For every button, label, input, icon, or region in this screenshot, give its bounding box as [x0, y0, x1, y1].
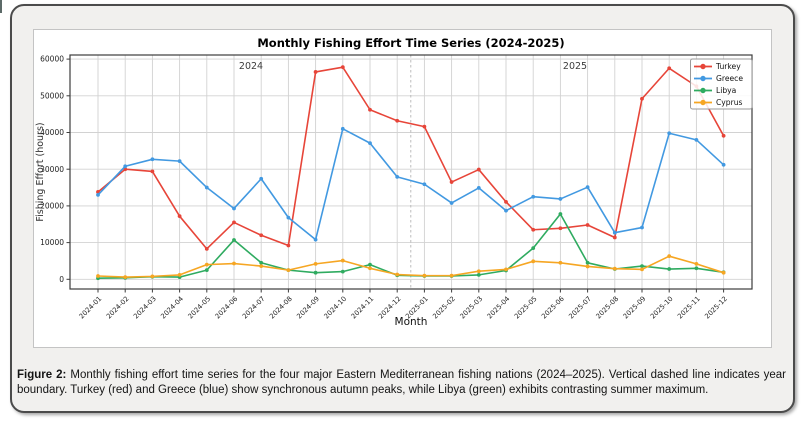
svg-text:2025-09: 2025-09: [622, 295, 648, 321]
svg-text:2025-10: 2025-10: [649, 295, 675, 321]
svg-text:20000: 20000: [40, 202, 64, 211]
svg-text:2025-04: 2025-04: [486, 295, 512, 321]
legend-marker-turkey: [700, 63, 706, 70]
svg-text:50000: 50000: [40, 91, 64, 100]
svg-text:2025-08: 2025-08: [594, 295, 620, 321]
y-axis-label: Fishing Effort (hours): [35, 122, 46, 221]
svg-text:2024-04: 2024-04: [159, 295, 185, 321]
svg-text:2024-07: 2024-07: [241, 295, 267, 321]
fishing-effort-chart: 2024-01 2024-02 2024-03 2024-04 2024-05 2024-…: [35, 36, 753, 328]
x-axis-label: Month: [395, 316, 428, 328]
screen-edge-artifact: [0, 0, 2, 13]
svg-text:60000: 60000: [40, 55, 64, 64]
svg-text:2025-07: 2025-07: [567, 295, 593, 321]
svg-text:2025-03: 2025-03: [458, 295, 484, 321]
svg-text:2025-02: 2025-02: [431, 295, 457, 321]
legend-marker-greece: [700, 75, 706, 82]
legend-item-turkey: Turkey: [694, 62, 741, 71]
svg-text:2024-01: 2024-01: [78, 295, 104, 321]
svg-text:2025-05: 2025-05: [513, 295, 539, 321]
svg-text:2024-02: 2024-02: [105, 295, 131, 321]
figure-caption: Figure 2: Monthly fishing effort time se…: [17, 368, 786, 398]
legend-item-libya: Libya: [694, 86, 736, 95]
annotation-year-2024: 2024: [239, 61, 263, 72]
legend-label-greece: Greece: [716, 74, 743, 83]
svg-text:40000: 40000: [40, 128, 64, 137]
legend-label-turkey: Turkey: [715, 62, 741, 71]
legend-marker-libya: [700, 87, 706, 94]
svg-text:2025-06: 2025-06: [540, 295, 566, 321]
svg-text:2025-11: 2025-11: [676, 295, 702, 321]
legend-marker-cyprus: [700, 99, 706, 106]
svg-text:2024-08: 2024-08: [268, 295, 294, 321]
svg-text:2024-10: 2024-10: [322, 295, 348, 321]
svg-text:10000: 10000: [40, 238, 64, 247]
figure-card: 2024-01 2024-02 2024-03 2024-04 2024-05 2024-…: [10, 4, 795, 413]
figure-caption-text: Monthly fishing effort time series for t…: [17, 368, 787, 396]
figure-caption-label: Figure 2:: [17, 368, 67, 381]
svg-text:2024-03: 2024-03: [132, 295, 158, 321]
svg-text:2024-09: 2024-09: [295, 295, 321, 321]
svg-text:2024-11: 2024-11: [350, 295, 376, 321]
legend-frame: [690, 58, 753, 110]
legend-label-libya: Libya: [716, 86, 736, 95]
chart-title: Monthly Fishing Effort Time Series (2024…: [257, 36, 564, 50]
svg-text:0: 0: [59, 275, 64, 284]
legend-item-cyprus: Cyprus: [694, 98, 743, 107]
svg-text:30000: 30000: [40, 165, 64, 174]
legend-label-cyprus: Cyprus: [716, 98, 743, 107]
svg-text:2025-12: 2025-12: [703, 295, 729, 321]
annotation-year-2025: 2025: [563, 61, 587, 72]
plot-area: 2024-01 2024-02 2024-03 2024-04 2024-05 2024-…: [40, 54, 753, 321]
chart-panel: 2024-01 2024-02 2024-03 2024-04 2024-05 2024-…: [33, 29, 772, 348]
legend-item-greece: Greece: [694, 74, 743, 83]
legend: Turkey Greece Libya Cyprus: [690, 58, 753, 110]
svg-text:2024-05: 2024-05: [186, 295, 212, 321]
svg-text:2024-06: 2024-06: [214, 295, 240, 321]
